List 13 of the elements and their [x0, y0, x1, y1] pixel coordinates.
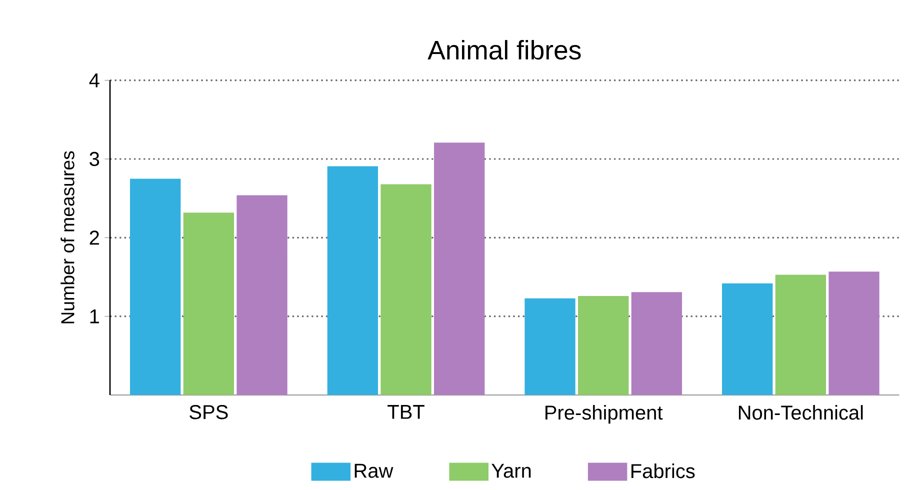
y-tick-label: 4	[89, 73, 100, 88]
x-tick-label: SPS	[190, 405, 228, 420]
y-tick-label: 1	[90, 309, 99, 324]
legend-label: Raw	[354, 464, 394, 478]
legend-label: Yarn	[492, 464, 531, 478]
x-tick-label: TBT	[388, 405, 424, 419]
chart-title: Animal fibres	[428, 40, 581, 60]
x-tick-label: Non-Technical	[738, 405, 863, 420]
y-tick-label: 3	[90, 152, 100, 166]
x-tick-label: Pre-shipment	[546, 405, 663, 424]
y-axis-title: Number of measures	[60, 151, 74, 324]
legend-label: Fabrics	[631, 464, 695, 478]
y-tick-label: 2	[90, 230, 99, 245]
